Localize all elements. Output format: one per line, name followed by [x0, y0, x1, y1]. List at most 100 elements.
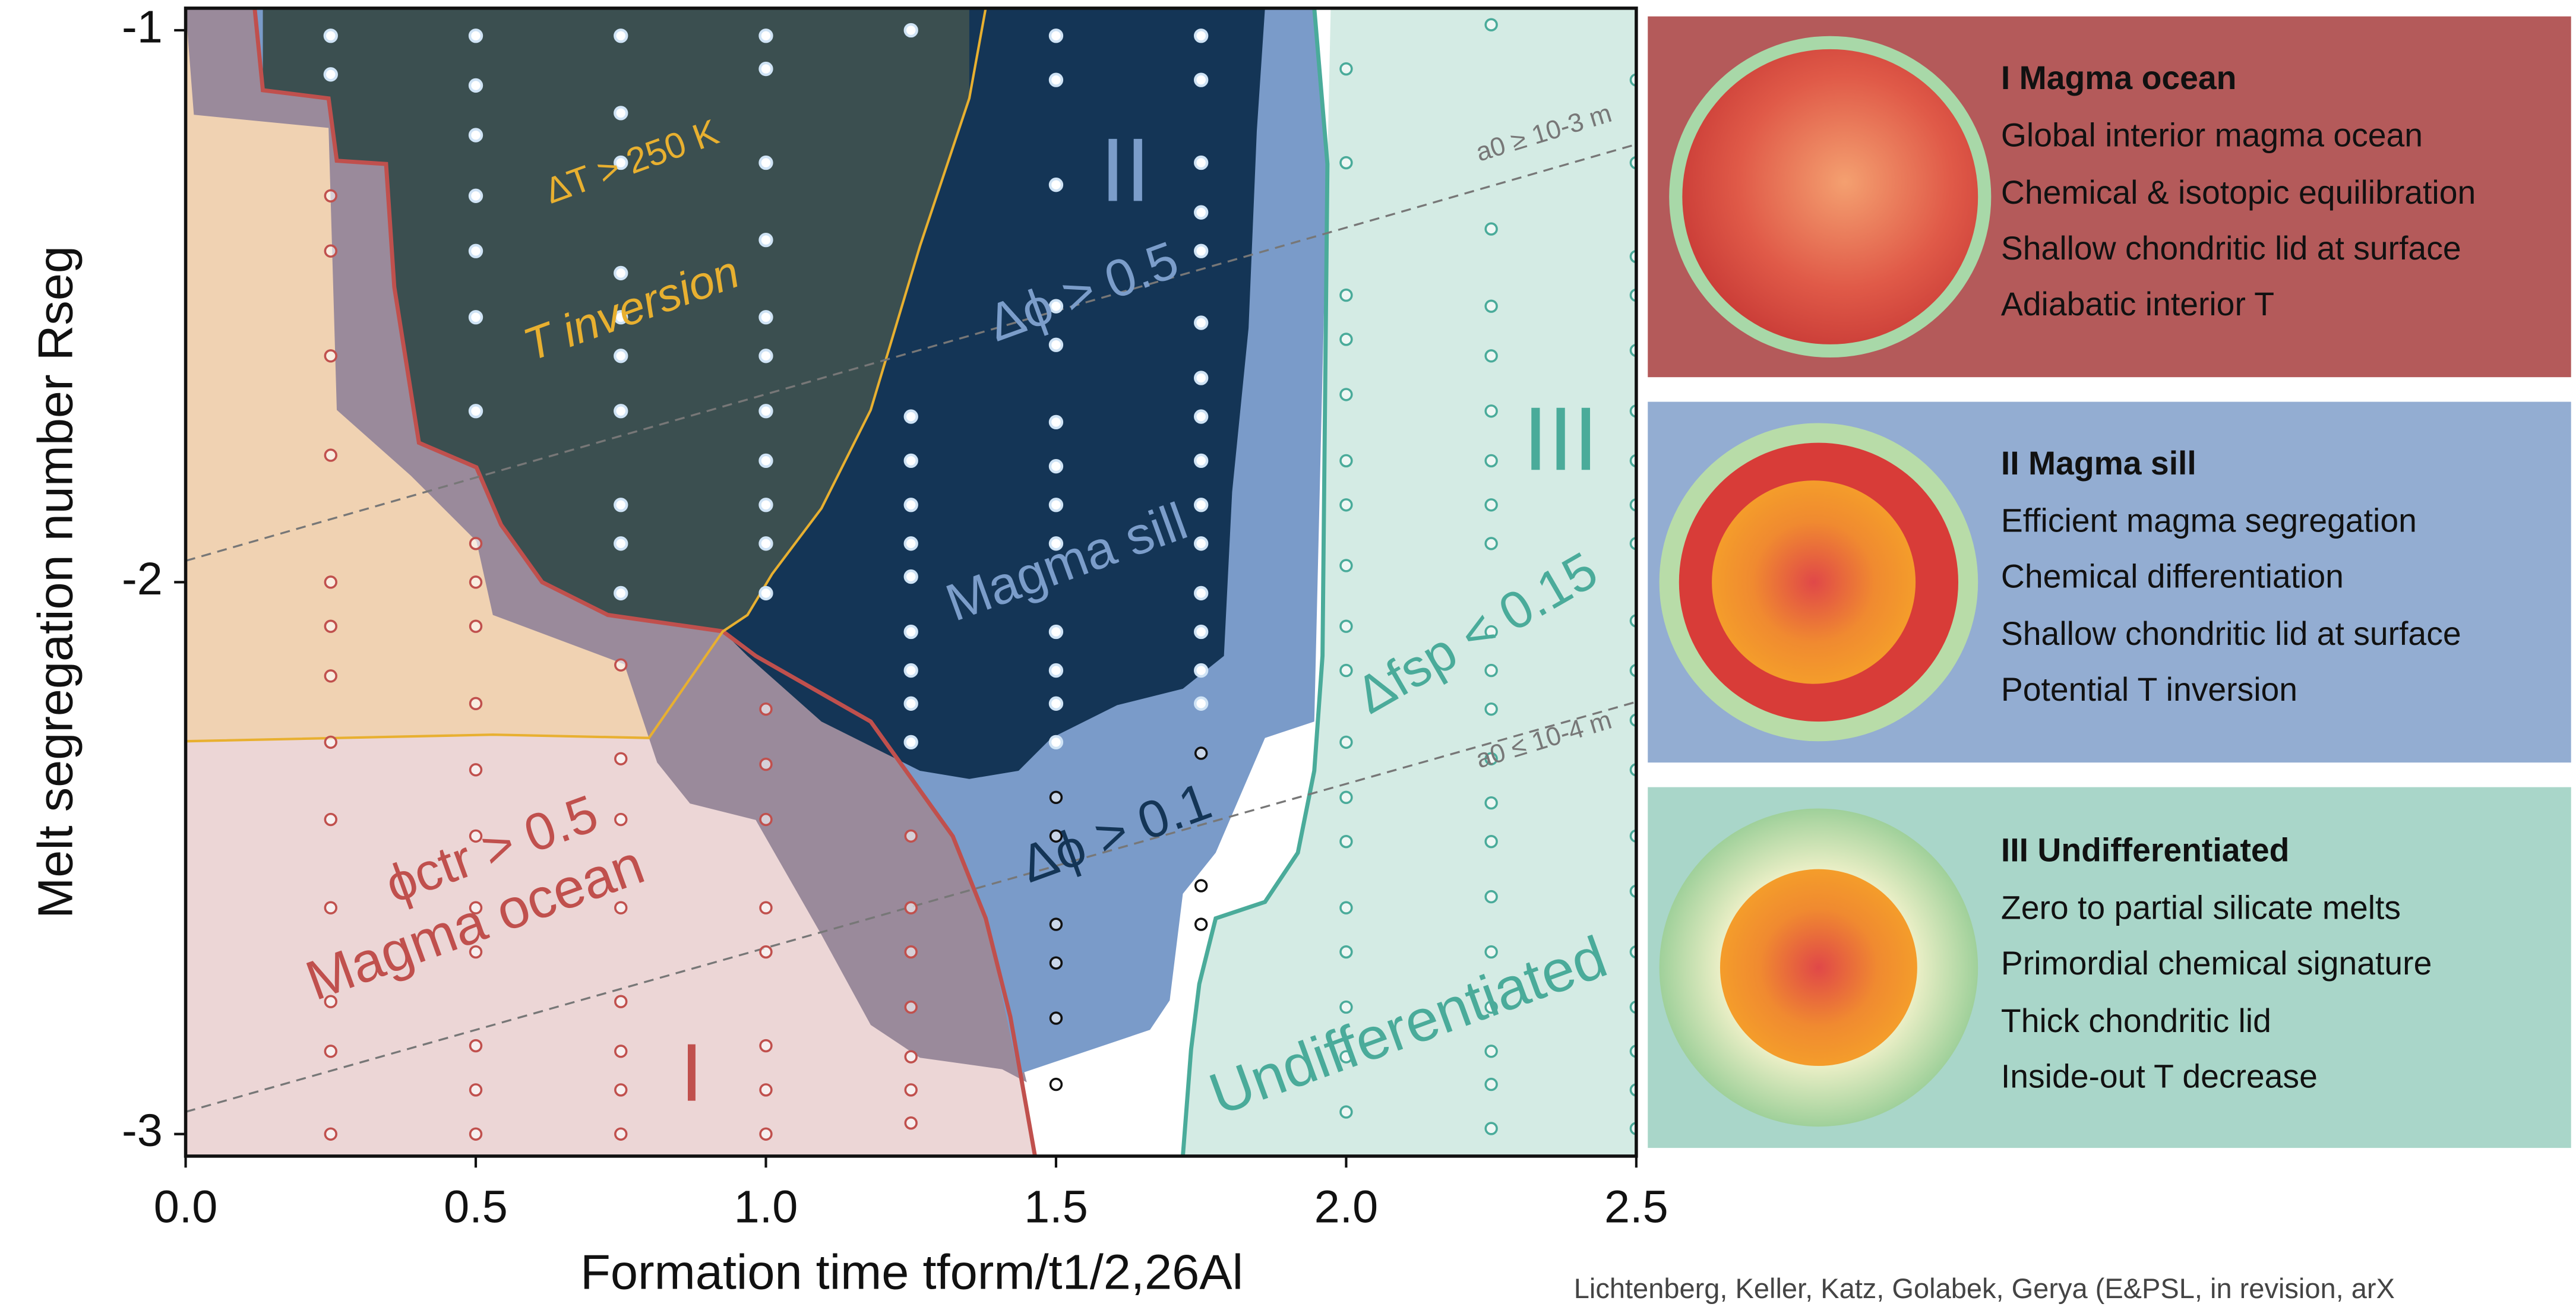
- data-point: [760, 814, 772, 825]
- data-point: [1485, 836, 1497, 847]
- y-tick-label: -2: [122, 553, 163, 605]
- data-point: [905, 698, 917, 710]
- data-point: [1195, 245, 1207, 257]
- data-point: [1341, 737, 1352, 748]
- panel: III Undifferentiated Zero to partial sil…: [1648, 787, 2571, 1148]
- data-point: [1195, 587, 1207, 599]
- data-point: [325, 621, 336, 632]
- data-point: [905, 411, 917, 423]
- data-point: [1050, 416, 1062, 428]
- data-point: [1050, 74, 1062, 86]
- figure: 0.00.51.01.52.02.5-1-2-3 Formation time …: [0, 0, 2576, 1307]
- panel-item: Inside-out T decrease: [2001, 1058, 2318, 1095]
- data-point: [325, 1128, 336, 1140]
- data-point: [615, 499, 627, 511]
- data-point: [325, 814, 336, 825]
- data-point: [615, 405, 627, 417]
- data-point: [325, 450, 336, 461]
- data-point: [615, 1084, 627, 1096]
- data-point: [615, 1046, 627, 1057]
- data-point: [1485, 704, 1497, 715]
- credit: Lichtenberg, Keller, Katz, Golabek, Gery…: [1574, 1273, 2395, 1304]
- data-point: [470, 190, 482, 202]
- annotation: II: [1100, 119, 1150, 220]
- panel-item: Thick chondritic lid: [2001, 1002, 2271, 1039]
- data-point: [325, 737, 336, 748]
- data-point: [470, 245, 482, 257]
- panel: I Magma ocean Global interior magma ocea…: [1648, 17, 2571, 378]
- data-point: [1195, 207, 1207, 219]
- data-point: [325, 68, 337, 80]
- data-point: [470, 1040, 482, 1052]
- data-point: [1195, 626, 1207, 638]
- y-axis-label: Melt segregation number Rseg: [27, 246, 83, 919]
- data-point: [1341, 389, 1352, 400]
- data-point: [1195, 455, 1207, 467]
- data-point: [1050, 499, 1062, 511]
- data-point: [905, 537, 917, 549]
- data-point: [1485, 19, 1497, 30]
- data-point: [470, 621, 482, 632]
- data-point: [470, 80, 482, 91]
- data-point: [760, 63, 772, 75]
- data-point: [615, 267, 627, 279]
- data-point: [1341, 836, 1352, 847]
- illustration: [1720, 869, 1917, 1066]
- data-point: [905, 902, 916, 913]
- data-point: [325, 245, 336, 257]
- data-point: [1485, 538, 1497, 549]
- data-point: [615, 107, 627, 119]
- data-point: [1196, 880, 1207, 891]
- data-point: [1195, 537, 1207, 549]
- data-point: [470, 129, 482, 141]
- y-tick-label: -1: [122, 1, 163, 52]
- data-point: [1196, 748, 1207, 759]
- data-point: [1341, 947, 1352, 958]
- data-point: [1195, 317, 1207, 329]
- data-point: [1485, 1123, 1497, 1134]
- data-point: [615, 30, 627, 42]
- data-point: [760, 157, 772, 169]
- data-point: [325, 1046, 336, 1057]
- data-point: [760, 499, 772, 511]
- data-point: [1051, 792, 1062, 803]
- data-point: [905, 499, 917, 511]
- data-point: [325, 577, 336, 588]
- data-point: [905, 1051, 916, 1062]
- data-point: [1051, 1079, 1062, 1090]
- x-tick-label: 0.5: [444, 1182, 508, 1233]
- data-point: [760, 350, 772, 362]
- x-tick-label: 1.0: [734, 1182, 798, 1233]
- data-point: [1195, 372, 1207, 384]
- panel-item: Chemical differentiation: [2001, 558, 2344, 594]
- data-point: [905, 455, 917, 467]
- data-point: [905, 736, 917, 748]
- data-point: [760, 704, 772, 715]
- x-tick-label: 2.5: [1604, 1182, 1668, 1233]
- data-point: [1341, 334, 1352, 345]
- panel-item: Adiabatic interior T: [2001, 286, 2274, 322]
- data-point: [1485, 223, 1497, 235]
- data-point: [1485, 665, 1497, 676]
- data-point: [905, 664, 917, 676]
- data-point: [325, 190, 336, 201]
- data-point: [615, 996, 627, 1007]
- data-point: [1195, 157, 1207, 169]
- data-point: [1051, 957, 1062, 969]
- data-point: [615, 753, 627, 764]
- panel-item: Global interior magma ocean: [2001, 117, 2423, 154]
- data-point: [1485, 406, 1497, 417]
- data-point: [1485, 947, 1497, 958]
- panel: II Magma sill Efficient magma segregatio…: [1648, 402, 2571, 763]
- data-point: [760, 455, 772, 467]
- data-point: [615, 659, 627, 670]
- data-point: [470, 1128, 482, 1140]
- data-point: [470, 538, 482, 549]
- data-point: [615, 537, 627, 549]
- data-point: [760, 30, 772, 42]
- data-point: [325, 30, 337, 42]
- x-tick-label: 2.0: [1314, 1182, 1379, 1233]
- data-point: [1050, 460, 1062, 472]
- data-point: [1050, 664, 1062, 676]
- panel-item: Efficient magma segregation: [2001, 502, 2417, 539]
